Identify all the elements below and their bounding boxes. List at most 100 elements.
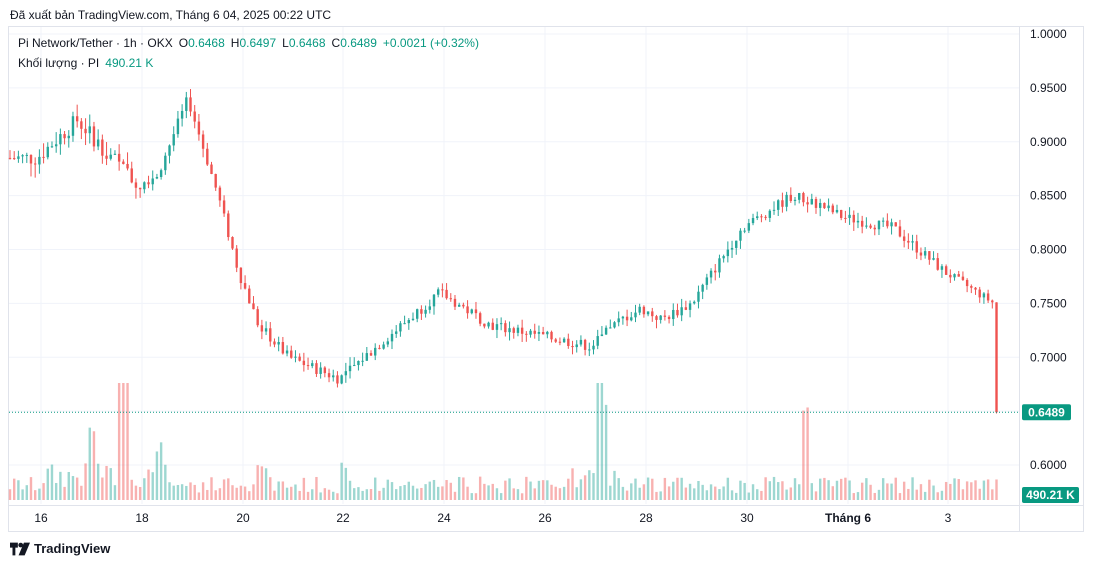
candle-body (193, 111, 196, 122)
volume-bar (655, 491, 658, 500)
candle-body (638, 306, 641, 313)
x-tick-label: 24 (437, 511, 451, 525)
candle-body (655, 316, 658, 320)
candle-body (17, 156, 20, 159)
volume-bar (525, 476, 528, 500)
volume-bar (75, 477, 79, 500)
candle-body (436, 289, 440, 295)
candle-body (260, 325, 264, 332)
candle-body (323, 367, 327, 374)
volume-bar (483, 483, 486, 500)
candle-body (583, 339, 587, 350)
volume-bar (936, 492, 939, 500)
volume-bar (646, 477, 650, 500)
volume-bar (554, 486, 557, 500)
volume-bar (474, 493, 478, 500)
candle-body (550, 331, 553, 340)
volume-bar (59, 471, 62, 500)
x-tick-label: Tháng 6 (825, 511, 871, 525)
candle-body (625, 316, 629, 321)
candle-body (504, 323, 507, 333)
candle-body (793, 199, 797, 201)
volume-bar (877, 489, 881, 500)
volume-bar (508, 478, 511, 500)
candle-body (747, 223, 751, 231)
volume-bar (890, 483, 893, 500)
candle-body (206, 148, 209, 165)
candle-body (630, 317, 633, 321)
volume-bar (50, 464, 54, 500)
volume-bar (907, 488, 910, 500)
chart-legend: Pi Network/Tether · 1h · OKX O 0.6468 H 0.… (18, 35, 479, 71)
candle-body (848, 214, 851, 218)
volume-value: 490.21 K (105, 56, 154, 70)
candle-body (928, 251, 931, 260)
volume-bar (701, 484, 704, 500)
volume-bar (839, 478, 843, 500)
candle-body (693, 301, 696, 304)
open-value: 0.6468 (188, 36, 225, 50)
volume-bar (353, 488, 356, 500)
candle-body (164, 155, 167, 171)
volume-bar (810, 483, 814, 500)
volume-bar (785, 489, 788, 500)
candle-body (46, 146, 49, 158)
candle-body (470, 309, 473, 314)
volume-bar (239, 485, 243, 500)
symbol-title[interactable]: Pi Network/Tether · 1h · OKX (18, 36, 173, 50)
candle-body (697, 291, 700, 302)
y-tick-label: 0.8000 (1030, 243, 1067, 257)
volume-bar (541, 480, 545, 500)
candle-body (839, 209, 843, 218)
volume-bar (881, 478, 885, 500)
candle-body (894, 222, 897, 227)
volume-bar (197, 492, 201, 500)
volume-bar (386, 479, 390, 500)
candle-body (348, 365, 352, 372)
volume-bar (407, 481, 411, 500)
candle-body (84, 128, 87, 134)
volume-bar (185, 485, 188, 500)
candle-body (806, 202, 809, 205)
volume-bar (504, 480, 507, 500)
tradingview-brand[interactable]: TradingView (10, 541, 110, 556)
candle-body (991, 300, 994, 303)
tradingview-logo-icon (10, 542, 30, 555)
volume-bar (445, 480, 448, 500)
volume-bar (382, 487, 385, 500)
candle-body (860, 220, 864, 227)
volume-bar (8, 489, 12, 500)
candle-body (508, 328, 511, 333)
volume-bar (29, 477, 33, 500)
candle-body (785, 194, 788, 207)
volume-bar (688, 483, 692, 500)
candle-body (554, 339, 557, 342)
volume-bar (609, 485, 612, 500)
candle-body (831, 205, 834, 213)
volume-bar (596, 383, 599, 500)
candle-body (67, 135, 70, 139)
candle-body (415, 309, 419, 319)
volume-label[interactable]: Khối lượng · PI (18, 56, 100, 70)
volume-bar (101, 477, 104, 500)
volume-bar (306, 491, 310, 500)
candle-body (898, 226, 902, 237)
candle-body (760, 216, 763, 218)
volume-bar (38, 488, 41, 500)
volume-bar (957, 479, 960, 500)
volume-bar (886, 483, 889, 500)
candle-body (63, 134, 66, 139)
volume-bar (579, 479, 583, 500)
candle-body (453, 298, 457, 307)
candle-body (596, 336, 599, 346)
candle-body (541, 332, 545, 335)
candle-body (449, 298, 452, 300)
volume-bar (390, 482, 394, 500)
volume-bar (823, 477, 826, 500)
low-label: L (282, 36, 289, 50)
candle-body (369, 353, 373, 356)
candle-body (768, 210, 772, 218)
candle-body (919, 252, 923, 256)
candle-body (642, 306, 646, 315)
